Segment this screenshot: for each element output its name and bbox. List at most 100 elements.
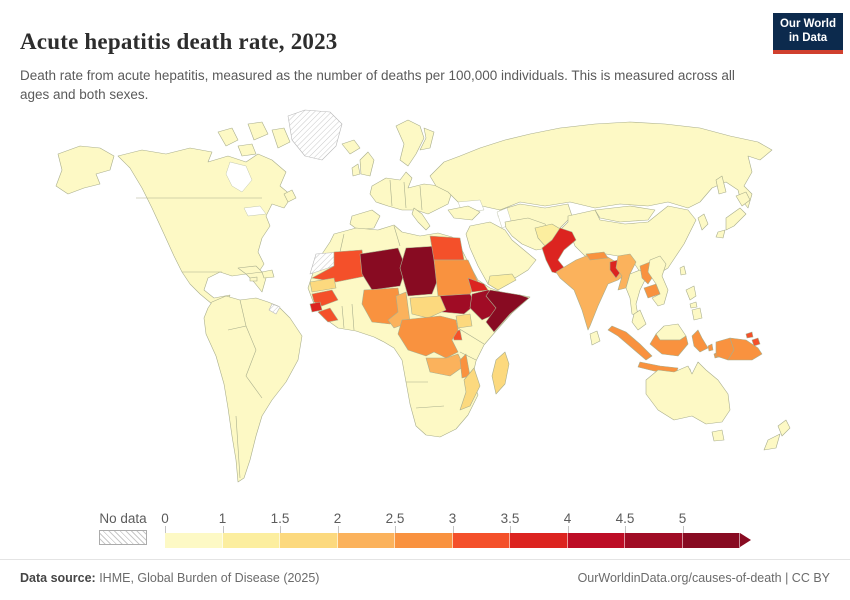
legend-tick-mark (222, 526, 224, 533)
legend-bin-4[interactable] (395, 533, 453, 548)
legend-bin-5[interactable] (452, 533, 510, 548)
country-nigeria[interactable] (361, 287, 403, 325)
country-finland[interactable] (419, 127, 435, 151)
owid-logo-line1: Our World (779, 18, 836, 30)
country-uganda[interactable] (455, 313, 473, 329)
country-ireland[interactable] (351, 163, 361, 177)
owid-logo-line2: in Data (788, 31, 828, 44)
country-vietnam[interactable] (647, 255, 669, 307)
country-new-zealand[interactable] (763, 433, 781, 451)
country-somalia[interactable] (485, 289, 530, 333)
country-egypt[interactable] (429, 235, 465, 261)
country-russia[interactable] (429, 121, 773, 211)
country-europe-mainland[interactable] (369, 171, 453, 215)
legend-tick-mark (682, 526, 684, 533)
legend-bin-1[interactable] (222, 533, 280, 548)
country-liberia[interactable] (317, 307, 339, 323)
country-philippines[interactable] (685, 285, 697, 301)
country-uk[interactable] (359, 151, 375, 177)
country-sakhalin[interactable] (715, 175, 727, 195)
country-north-america[interactable] (117, 147, 293, 319)
hudson-bay (225, 161, 253, 193)
legend-tick-mark (395, 526, 396, 533)
chart-footer: Data source: IHME, Global Burden of Dise… (0, 559, 850, 600)
country-sulawesi[interactable] (691, 329, 709, 353)
legend-bar (165, 533, 740, 548)
country-newfoundland[interactable] (283, 189, 297, 203)
legend-tick-mark (567, 526, 569, 533)
country-cambodia[interactable] (643, 283, 661, 299)
footer-link[interactable]: OurWorldinData.org/causes-of-death | CC … (577, 571, 830, 585)
country-arctic-islands[interactable] (247, 121, 269, 141)
country-bismarck-islands[interactable] (751, 337, 761, 347)
legend-bin-8[interactable] (625, 533, 683, 548)
country-alaska[interactable] (55, 145, 115, 195)
country-yemen[interactable] (487, 273, 517, 291)
country-malaysian-borneo[interactable] (655, 323, 687, 341)
legend-no-data[interactable]: No data (99, 511, 147, 545)
country-madagascar[interactable] (491, 351, 510, 395)
legend-bin-0[interactable] (165, 533, 223, 548)
country-turkey[interactable] (447, 205, 481, 221)
legend-bin-3[interactable] (337, 533, 395, 548)
page-title: Acute hepatitis death rate, 2023 (20, 29, 338, 55)
no-data-swatch[interactable] (99, 530, 147, 545)
country-papua-new-guinea[interactable] (727, 337, 763, 361)
legend-tick-label: 2 (333, 511, 342, 526)
country-jamaica[interactable] (249, 276, 258, 282)
country-sumatra[interactable] (607, 325, 653, 361)
country-pakistan[interactable] (541, 227, 577, 275)
country-sri-lanka[interactable] (589, 330, 601, 346)
country-bismarck-islands[interactable] (745, 331, 754, 339)
legend-bin-7[interactable] (567, 533, 625, 548)
country-japan[interactable] (725, 207, 747, 231)
legend-bin-9[interactable] (682, 533, 740, 548)
country-malay-peninsula[interactable] (631, 309, 647, 331)
country-arctic-islands[interactable] (237, 143, 257, 157)
legend-tick-mark (625, 526, 626, 533)
country-japan[interactable] (735, 191, 751, 207)
country-arctic-islands[interactable] (217, 127, 239, 147)
country-nepal[interactable] (585, 251, 609, 261)
country-korea[interactable] (697, 213, 709, 231)
country-tasmania[interactable] (711, 429, 725, 442)
country-mongolia[interactable] (594, 205, 656, 223)
country-maluku[interactable] (707, 343, 714, 352)
country-french-guiana[interactable] (268, 303, 281, 315)
country-sierra-leone[interactable] (309, 301, 323, 313)
country-south-america[interactable] (203, 295, 303, 483)
country-central-african-republic[interactable] (409, 295, 447, 319)
country-senegal[interactable] (309, 277, 337, 293)
country-kalimantan[interactable] (649, 333, 689, 357)
country-philippines[interactable] (689, 301, 698, 309)
legend-tick-label: 2.5 (385, 511, 405, 526)
great-lakes (243, 205, 267, 217)
sa-borders (227, 299, 263, 479)
world-map-svg (55, 109, 791, 483)
country-mozambique[interactable] (459, 367, 481, 411)
owid-logo[interactable]: Our World in Data (773, 13, 843, 54)
country-mauritania[interactable] (311, 249, 367, 283)
country-iran[interactable] (504, 217, 553, 251)
country-scandinavia[interactable] (395, 119, 425, 167)
country-hispaniola[interactable] (261, 269, 275, 279)
legend-ticks: 0 1 1.5 2 2.5 3 3.5 4 4.5 5 (161, 511, 740, 533)
country-niger[interactable] (359, 247, 407, 291)
no-data-label: No data (99, 511, 147, 526)
country-japan[interactable] (715, 229, 726, 239)
country-arctic-islands[interactable] (271, 127, 291, 149)
legend-tick-mark (452, 526, 454, 533)
country-iberia[interactable] (349, 209, 381, 231)
country-cameroon[interactable] (387, 291, 411, 329)
country-dr-congo[interactable] (397, 315, 459, 359)
country-italy[interactable] (411, 207, 431, 231)
country-arabia[interactable] (465, 221, 537, 291)
legend-bin-2[interactable] (280, 533, 338, 548)
country-iceland[interactable] (341, 139, 361, 155)
country-greenland[interactable] (287, 109, 343, 161)
country-new-zealand[interactable] (777, 419, 791, 437)
country-philippines[interactable] (691, 307, 703, 321)
country-australia[interactable] (645, 361, 731, 425)
country-taiwan[interactable] (679, 265, 687, 276)
legend-bin-6[interactable] (510, 533, 568, 548)
